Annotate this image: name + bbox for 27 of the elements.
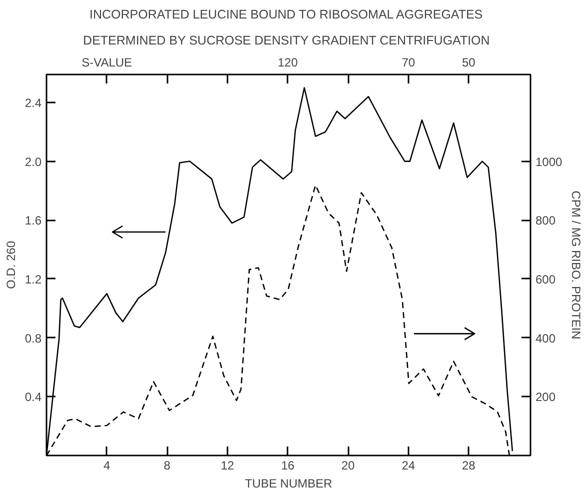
y2-tick-label: 200	[536, 390, 556, 404]
y-tick-label: 2.4	[24, 96, 42, 110]
y-tick-label: 2.0	[24, 154, 42, 169]
x-tick-label: 20	[341, 458, 356, 472]
x-tick-label: 8	[164, 458, 171, 472]
x-tick-label: 28	[462, 458, 476, 472]
annotation: 120	[278, 56, 298, 70]
y2-tick-label: 400	[536, 331, 556, 346]
x-tick-label: 16	[281, 458, 295, 472]
y-tick-label: 0.8	[24, 331, 42, 346]
y-tick-label: 0.4	[24, 390, 42, 404]
chart-title: INCORPORATED LEUCINE BOUND TO RIBOSOMAL AGGREGATES	[90, 8, 483, 22]
y2-tick-label: 1000	[536, 154, 563, 169]
x-tick-label: 24	[402, 458, 416, 472]
y-axis-title: O.D. 260	[4, 240, 18, 290]
y2-tick-label: 800	[536, 214, 556, 228]
x-tick-label: 12	[220, 458, 234, 472]
chart-subtitle: DETERMINED BY SUCROSE DENSITY GRADIENT CENTRIFUGATION	[83, 34, 490, 48]
annotation: 70	[402, 56, 416, 70]
x-axis-title: TUBE NUMBER	[244, 476, 333, 490]
y2-tick-label: 600	[536, 272, 556, 286]
annotation: 50	[462, 56, 476, 70]
x-tick-label: 4	[103, 458, 110, 472]
x2-axis-title: S-VALUE	[82, 56, 132, 70]
y2-axis-title: CPM / MG RIBO. PROTEIN	[569, 190, 584, 340]
y-tick-label: 1.6	[24, 214, 42, 228]
y-tick-label: 1.2	[24, 272, 42, 286]
